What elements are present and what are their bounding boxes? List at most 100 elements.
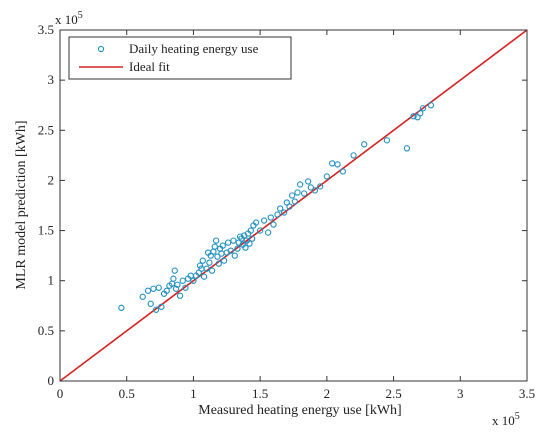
y-axis-multiplier: x 105 [55,10,83,27]
data-point [267,214,274,221]
x-multiplier-base: x 10 [492,413,515,428]
data-point [274,211,281,218]
data-point [256,227,264,234]
data-point [305,178,312,185]
y-tick-label: 2.5 [38,122,54,137]
x-axis-title: Measured heating energy use [kWh] [198,403,401,418]
y-tick-label: 3 [48,72,55,87]
legend-marker-scatter [97,45,105,53]
data-point [339,168,347,175]
data-point [214,253,221,260]
data-point [211,243,218,250]
data-point [196,262,204,269]
data-point [200,273,208,280]
data-point [260,217,268,224]
data-point [147,300,154,307]
data-point [144,287,152,294]
data-point [163,287,170,294]
data-point [297,181,304,188]
legend-label-scatter: Daily heating energy use [129,41,259,56]
data-point [270,221,277,228]
data-point [427,102,435,109]
y-tick-label: 1.5 [38,223,54,238]
data-point [219,242,226,249]
data-point [334,161,341,168]
data-point [190,277,197,284]
x-tick-label: 3 [457,386,464,401]
data-point [206,259,213,266]
y-tick-label: 2 [48,172,55,187]
data-point [118,304,125,311]
data-point [170,275,177,282]
legend-box [68,36,292,80]
data-points-group [118,102,435,313]
data-point [155,284,162,291]
data-point [199,257,206,264]
legend-label-line: Ideal fit [129,59,170,74]
y-multiplier-base: x 10 [55,12,78,27]
data-point [242,244,249,251]
data-point [174,281,181,288]
data-point [203,265,210,272]
data-point [350,152,357,159]
data-point [182,284,189,291]
y-tick-label: 0 [48,373,55,388]
data-point [139,293,146,300]
data-point [247,227,254,234]
data-point [417,110,424,117]
data-point [152,306,160,313]
y-tick-label: 1 [48,273,55,288]
data-point [224,239,232,246]
data-point [246,240,253,247]
data-point [307,184,314,191]
data-point [281,209,288,216]
data-point [231,252,238,259]
ideal-fit-line [59,29,528,382]
data-point [403,145,411,152]
data-point [171,267,178,274]
x-tick-label: 2.5 [385,386,401,401]
ticks-group: 0 0.5 1 1.5 2 2.5 3 3.5 0 0.5 1 1.5 2 2.5 3 3.5 [38,22,535,401]
data-point [179,277,186,284]
x-tick-label: 3.5 [519,386,535,401]
x-tick-label: 1.5 [252,386,268,401]
x-tick-label: 0 [57,386,64,401]
data-point [208,267,216,274]
data-point [248,235,256,242]
data-point [215,260,222,267]
data-point [212,237,220,244]
x-axis-multiplier: x 105 [492,411,520,428]
data-point [323,173,331,180]
data-point [264,229,272,236]
data-point [311,187,318,194]
x-multiplier-exponent: 5 [515,411,520,422]
ideal-fit-line-group [59,29,528,382]
data-point [234,245,241,252]
data-point [410,113,417,120]
data-point [176,292,184,299]
data-point [286,203,293,210]
data-point [252,219,260,226]
x-tick-label: 1 [190,386,197,401]
data-point [383,137,391,144]
y-multiplier-exponent: 5 [78,10,83,21]
data-point [289,192,296,199]
data-point [301,190,308,197]
x-tick-label: 0.5 [119,386,135,401]
data-point [220,257,228,264]
data-point [158,303,165,310]
legend: Daily heating energy use Ideal fit [68,36,292,80]
data-point [230,237,237,244]
data-point [277,205,284,212]
data-point [172,285,180,292]
y-tick-label: 0.5 [38,323,54,338]
data-point [361,141,368,148]
x-tick-label: 2 [324,386,331,401]
data-point [294,189,301,196]
y-axis-title: MLR model prediction [kWh] [14,120,29,289]
data-point [291,198,298,205]
data-point [227,247,234,254]
data-point [419,105,427,112]
